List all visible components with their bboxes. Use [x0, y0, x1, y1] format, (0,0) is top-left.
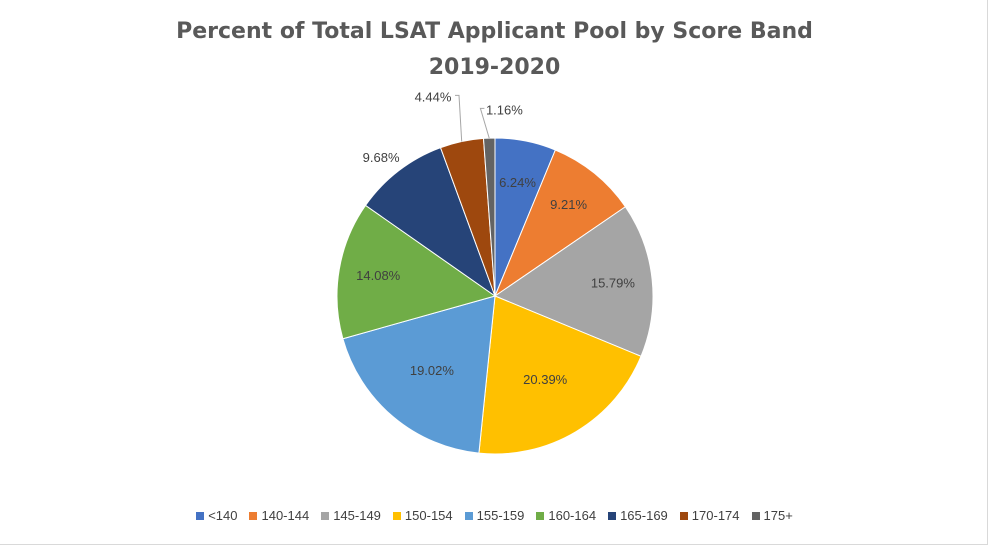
legend-label-165-169: 165-169	[620, 508, 668, 523]
legend-item-155-159: 155-159	[464, 508, 525, 523]
legend-item-145-149: 145-149	[321, 508, 381, 523]
legend-swatch-160-164	[536, 511, 545, 520]
legend-label-160-164: 160-164	[548, 508, 597, 523]
legend-swatch-145-149	[321, 511, 330, 520]
data-label-150-154: 20.39%	[523, 372, 568, 387]
data-label-lt-140: 6.24%	[499, 175, 536, 190]
legend-item-175-plus: 175+	[751, 508, 793, 523]
legend-label-170-174: 170-174	[691, 508, 740, 523]
leader-line-170-174	[455, 94, 463, 142]
data-label-175-plus: 1.16%	[486, 102, 523, 117]
legend-swatch-155-159	[464, 511, 473, 520]
data-label-160-164: 14.08%	[356, 268, 401, 283]
pie-slice-160-164	[336, 204, 497, 340]
leader-line-175-plus	[479, 107, 490, 139]
pie-slice-140-144	[493, 149, 627, 298]
legend-swatch-140-144	[249, 511, 258, 520]
legend-swatch-175-plus	[751, 511, 760, 520]
data-labels: 6.24% 9.21% 15.79% 20.39% 19.02% 14.08% 9.68% 4…	[356, 89, 635, 387]
chart-title: Percent of Total LSAT Applicant Pool by …	[176, 19, 813, 44]
chart-subtitle: 2019-2020	[428, 55, 561, 80]
legend-label-lt-140: <140	[208, 508, 238, 523]
pie-slices	[336, 137, 654, 455]
legend-label-175-plus: 175+	[763, 508, 793, 523]
legend-item-165-169: 165-169	[608, 508, 668, 523]
legend-item-150-154: 150-154	[392, 508, 453, 523]
pie-slice-175-plus	[482, 137, 496, 297]
legend-item-170-174: 170-174	[679, 508, 740, 523]
legend-label-150-154: 150-154	[404, 508, 453, 523]
legend-swatch-150-154	[392, 511, 401, 520]
data-label-145-149: 15.79%	[591, 276, 636, 291]
pie-slice-155-159	[342, 295, 496, 454]
legend-item-160-164: 160-164	[536, 508, 596, 523]
data-label-155-159: 19.02%	[410, 363, 455, 378]
legend-swatch-165-169	[608, 511, 617, 520]
data-label-165-169: 9.68%	[363, 150, 400, 165]
legend-label-155-159: 155-159	[476, 508, 525, 523]
legend-label-140-144: 140-144	[261, 508, 310, 523]
legend: <140 140-144 145-149 150-154 155-159 160-164 1…	[0, 508, 989, 523]
legend-item-lt-140: <140	[196, 508, 237, 523]
legend-swatch-lt-140	[196, 511, 205, 520]
legend-item-140-144: 140-144	[249, 508, 309, 523]
data-label-170-174: 4.44%	[415, 89, 452, 104]
chart-title-block: Percent of Total LSAT Applicant Pool by …	[0, 14, 989, 86]
pie-slice-145-149	[493, 206, 654, 357]
pie-slice-150-154	[478, 295, 642, 455]
data-label-140-144: 9.21%	[550, 197, 587, 212]
legend-swatch-170-174	[679, 511, 688, 520]
leader-lines	[455, 94, 490, 142]
pie-slice-165-169	[364, 147, 497, 298]
legend-label-145-149: 145-149	[333, 508, 381, 523]
